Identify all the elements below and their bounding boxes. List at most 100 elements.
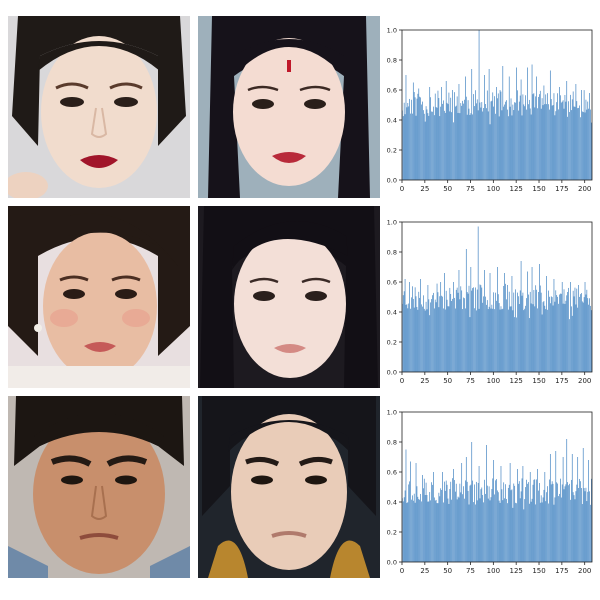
bar (571, 454, 573, 562)
bar (492, 92, 494, 180)
bar (432, 111, 433, 180)
bar (435, 107, 437, 180)
bar (484, 270, 485, 372)
bar (470, 267, 472, 372)
bar (456, 96, 458, 180)
bar (472, 114, 473, 180)
bar (481, 487, 483, 562)
bar (513, 292, 515, 372)
x-tick-label: 50 (443, 377, 452, 385)
bar (557, 93, 558, 180)
bar (495, 480, 496, 562)
bar (561, 282, 563, 372)
bar (406, 107, 408, 180)
bar (402, 116, 404, 180)
bar (565, 300, 567, 372)
bar (523, 310, 525, 372)
bar (412, 495, 413, 562)
bar (407, 502, 409, 562)
bar (476, 500, 478, 562)
bar (520, 261, 522, 372)
bar (476, 289, 478, 372)
bar (544, 472, 546, 562)
bar (540, 292, 542, 372)
bar (471, 442, 473, 562)
bar (404, 490, 406, 562)
bar (516, 503, 517, 562)
bar (551, 105, 553, 180)
bar (528, 318, 530, 372)
plot-frame (401, 221, 593, 373)
x-tick-label: 200 (578, 567, 591, 575)
bar (580, 481, 581, 562)
bar (581, 301, 583, 372)
bar (463, 486, 464, 562)
bar (560, 95, 561, 180)
bar (433, 115, 435, 180)
bar (551, 481, 553, 562)
bar (519, 290, 521, 372)
bar (403, 102, 405, 180)
bar (573, 296, 575, 372)
bar (445, 81, 447, 180)
bar (418, 291, 420, 372)
bar (486, 485, 488, 562)
real-face-photo-2 (8, 206, 190, 388)
bar (539, 94, 540, 180)
bar (416, 98, 418, 180)
bar (469, 485, 471, 562)
bar (563, 289, 565, 372)
bar (426, 309, 428, 372)
bar (474, 106, 475, 180)
bar (458, 270, 460, 372)
bar (415, 296, 417, 372)
bar (520, 491, 522, 562)
bar (482, 111, 484, 180)
bar (554, 115, 556, 180)
bar (467, 100, 469, 180)
bar (549, 479, 550, 562)
bar (564, 303, 566, 372)
bar (460, 103, 462, 180)
bar (422, 306, 423, 372)
bar (404, 114, 406, 180)
bar (408, 303, 410, 372)
bar (423, 295, 424, 372)
bar (444, 112, 446, 180)
x-tick-label: 125 (509, 377, 522, 385)
bar (532, 94, 534, 180)
bar (532, 484, 534, 562)
bar (420, 493, 421, 562)
bar (569, 483, 570, 562)
y-tick-label: 0.2 (387, 529, 397, 537)
bar (559, 493, 560, 562)
bar (504, 104, 505, 180)
bar (413, 493, 415, 562)
bar (566, 81, 568, 180)
bar (446, 102, 448, 180)
bar (498, 303, 500, 372)
bar (407, 103, 409, 180)
bar (539, 90, 541, 180)
bar (486, 304, 487, 372)
bar (547, 93, 548, 180)
bar (448, 503, 450, 562)
bar (472, 480, 473, 562)
y-tick-label: 1.0 (387, 219, 397, 227)
bar (585, 294, 587, 372)
bar (446, 299, 448, 372)
bar (477, 110, 479, 180)
bar (536, 76, 537, 180)
bar (454, 297, 455, 372)
bar (535, 96, 537, 180)
bar (491, 304, 493, 372)
bar (447, 104, 449, 180)
bar (529, 291, 531, 372)
bar (456, 287, 458, 372)
bar (469, 317, 471, 372)
bar (472, 288, 473, 372)
bar (529, 472, 531, 562)
bar (591, 310, 592, 372)
bar (441, 489, 442, 562)
bar (464, 99, 465, 180)
